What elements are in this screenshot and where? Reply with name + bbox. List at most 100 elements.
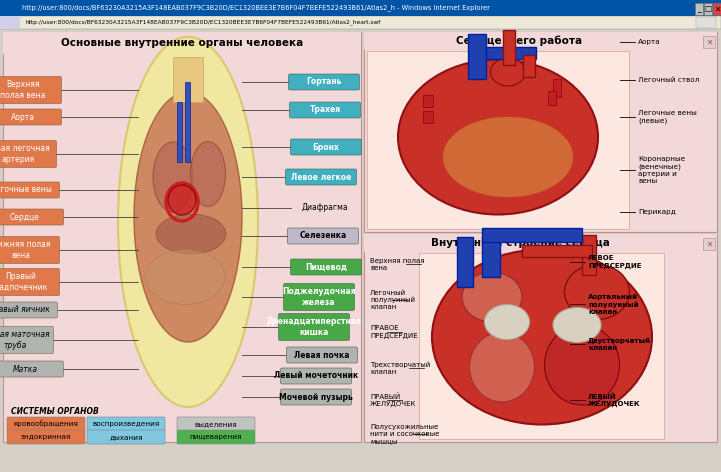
Text: Внутреннее строение сердца: Внутреннее строение сердца (431, 238, 610, 248)
Bar (364, 234, 717, 442)
FancyBboxPatch shape (7, 417, 85, 431)
Bar (185, 82, 190, 162)
FancyBboxPatch shape (0, 361, 63, 377)
FancyBboxPatch shape (291, 259, 361, 275)
Text: Нижняя полая
вена: Нижняя полая вена (0, 240, 50, 260)
Text: Гортань: Гортань (306, 77, 342, 86)
Ellipse shape (153, 142, 193, 212)
Bar (482, 228, 582, 242)
Text: выделения: выделения (195, 421, 237, 427)
FancyBboxPatch shape (288, 228, 358, 244)
Text: Легочные вены
(левые): Легочные вены (левые) (638, 110, 697, 124)
Ellipse shape (490, 58, 526, 86)
Ellipse shape (168, 185, 196, 215)
Bar (703, 36, 715, 48)
Text: Двенадцатиперстная
кишка: Двенадцатиперстная кишка (267, 317, 361, 337)
Text: кровообращения: кровообращения (14, 421, 79, 428)
Text: пищеварения: пищеварения (190, 434, 242, 440)
Text: Коронарные
(венечные)
артерии и
вены: Коронарные (венечные) артерии и вены (638, 156, 685, 184)
Bar (703, 238, 715, 250)
Bar (695, 3, 703, 15)
Bar (522, 245, 592, 257)
FancyBboxPatch shape (280, 368, 352, 384)
Bar (0, 16, 721, 29)
FancyBboxPatch shape (280, 389, 352, 405)
Bar (553, 79, 561, 97)
FancyBboxPatch shape (283, 284, 355, 311)
Bar (457, 237, 473, 287)
FancyBboxPatch shape (286, 347, 358, 363)
Text: Матка: Матка (12, 364, 37, 373)
Text: □: □ (704, 5, 712, 14)
Text: Диафрагма: Диафрагма (301, 203, 348, 212)
Ellipse shape (565, 264, 629, 320)
FancyBboxPatch shape (0, 302, 58, 318)
Bar (482, 237, 500, 277)
Text: ПРАВЫЙ
ЖЕЛУДОЧЕК: ПРАВЫЙ ЖЕЛУДОЧЕК (370, 393, 416, 407)
Bar (423, 95, 433, 107)
Text: Сердце: Сердце (10, 212, 40, 221)
FancyBboxPatch shape (290, 102, 360, 118)
Bar (0, 16, 20, 29)
Text: Перикард: Перикард (638, 209, 676, 215)
FancyBboxPatch shape (7, 430, 85, 444)
FancyBboxPatch shape (177, 430, 255, 444)
Text: Левый мочеточник: Левый мочеточник (274, 371, 358, 380)
Text: http://user:800/docs/BF63230A3215A3F148EAB037F9C3B20D/EC1320BEE3E7B6F04F7BEFE522: http://user:800/docs/BF63230A3215A3F148E… (25, 20, 381, 25)
Ellipse shape (190, 142, 226, 207)
Text: эндокринная: эндокринная (21, 434, 71, 440)
Bar (503, 30, 515, 65)
Text: Поджелудочная
железа: Поджелудочная железа (282, 287, 355, 307)
Text: Правая маточная
труба: Правая маточная труба (0, 330, 50, 350)
Bar (364, 234, 717, 252)
Ellipse shape (544, 325, 619, 405)
Text: Пищевод: Пищевод (305, 262, 347, 271)
Bar (3, 32, 361, 442)
FancyBboxPatch shape (288, 74, 360, 90)
Text: Двустворчатый
клапан: Двустворчатый клапан (588, 337, 651, 351)
Text: ✕: ✕ (714, 5, 720, 14)
FancyBboxPatch shape (0, 236, 60, 263)
Bar (696, 17, 716, 28)
Bar (468, 34, 486, 79)
Bar (419, 253, 664, 439)
Bar (0, 0, 721, 16)
Text: ЛЕВЫЙ
ЖЕЛУДОЧЕК: ЛЕВЫЙ ЖЕЛУДОЧЕК (588, 393, 640, 407)
FancyBboxPatch shape (0, 109, 61, 125)
FancyBboxPatch shape (177, 417, 255, 431)
Bar (173, 57, 203, 102)
Text: Легочные вены: Легочные вены (0, 185, 52, 194)
Ellipse shape (553, 307, 601, 343)
FancyBboxPatch shape (0, 182, 60, 198)
Ellipse shape (156, 214, 226, 254)
Text: Верхняя
полая вена: Верхняя полая вена (0, 80, 45, 100)
Text: Правый
надпочечник: Правый надпочечник (0, 272, 48, 292)
Bar (423, 111, 433, 123)
Text: Легочный
полулунный
клапан: Легочный полулунный клапан (370, 290, 415, 310)
Text: Верхняя полая
вена: Верхняя полая вена (370, 258, 425, 270)
FancyBboxPatch shape (87, 417, 165, 431)
Text: ✕: ✕ (706, 239, 712, 248)
Bar (177, 102, 182, 162)
Ellipse shape (398, 59, 598, 214)
Text: ПРАВОЕ
ПРЕДСЕРДИЕ: ПРАВОЕ ПРЕДСЕРДИЕ (370, 325, 417, 338)
Ellipse shape (485, 304, 529, 339)
FancyBboxPatch shape (0, 209, 63, 225)
Bar (582, 235, 596, 275)
Text: Полусухожильные
нити и сосочковые
мышцы: Полусухожильные нити и сосочковые мышцы (370, 424, 439, 444)
Bar (3, 32, 361, 54)
Text: воспроизведения: воспроизведения (92, 421, 159, 427)
Text: http://user:800/docs/BF63230A3215A3F148EAB037F9C3B20D/EC1320BEE3E7B6F04F7BEFE522: http://user:800/docs/BF63230A3215A3F148E… (22, 5, 490, 11)
Ellipse shape (432, 250, 652, 424)
Text: Бронх: Бронх (313, 143, 340, 152)
Ellipse shape (145, 250, 225, 304)
Text: Аорта: Аорта (11, 112, 35, 121)
Text: Аортальный
полулунный
клапан: Аортальный полулунный клапан (588, 294, 639, 314)
Ellipse shape (443, 117, 573, 197)
FancyBboxPatch shape (87, 430, 165, 444)
Text: ✕: ✕ (706, 37, 712, 47)
Text: Селезенка: Селезенка (299, 231, 347, 241)
Ellipse shape (462, 272, 522, 322)
Text: Правый яичник: Правый яичник (0, 305, 50, 314)
Text: Сердце и его работа: Сердце и его работа (456, 36, 582, 46)
